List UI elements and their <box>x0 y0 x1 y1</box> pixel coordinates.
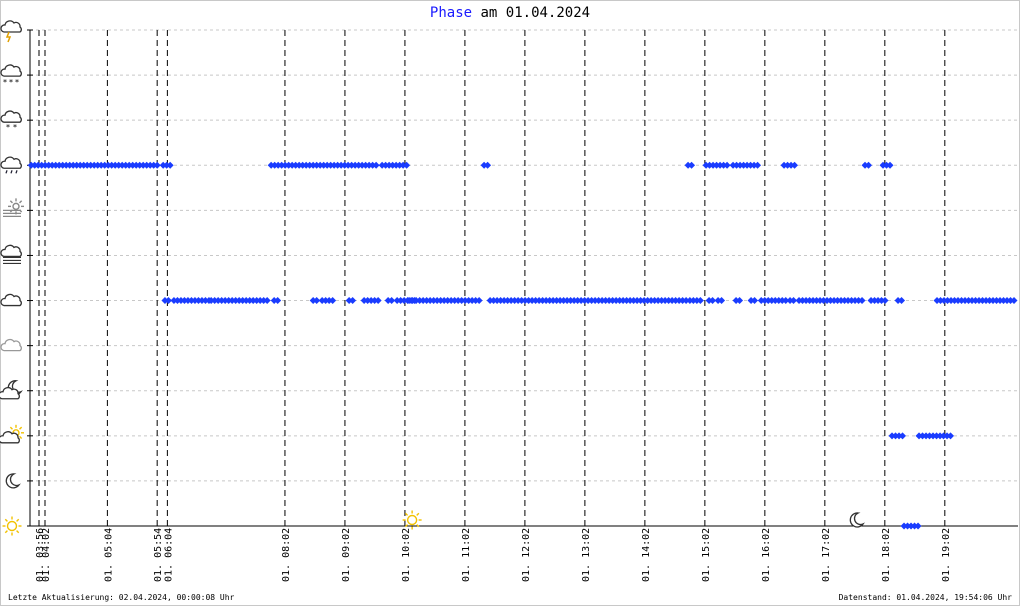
svg-text:*: * <box>13 123 17 132</box>
x-tick-label: 01. 18:02 <box>881 528 892 582</box>
y-axis-heavy-snow-cloud-icon: * * * <box>0 64 22 87</box>
x-tick-label: 01. 16:02 <box>761 528 772 582</box>
x-tick-label: 01. 08:02 <box>281 528 292 582</box>
data-point <box>274 297 282 305</box>
phase-icons-layer: * ** * * <box>0 20 865 536</box>
data-point <box>329 297 337 305</box>
data-point <box>696 297 704 305</box>
data-point <box>736 297 744 305</box>
data-point <box>723 161 731 169</box>
x-tick-label: 01. 19:02 <box>941 528 952 582</box>
data-point <box>751 297 759 305</box>
data-point <box>349 297 357 305</box>
data-point <box>313 297 321 305</box>
x-tick-label: 01. 17:02 <box>821 528 832 582</box>
data-point <box>1010 297 1018 305</box>
data-point <box>166 161 174 169</box>
markers-layer <box>27 161 1018 530</box>
data-point <box>122 161 130 169</box>
data-point <box>858 297 866 305</box>
x-tick-label: 01. 03:56 <box>35 528 46 582</box>
data-point <box>475 297 483 305</box>
data-point <box>886 161 894 169</box>
y-axis-sun-behind-cloud-icon <box>0 424 24 444</box>
data-point <box>263 297 271 305</box>
x-tick-label: 01. 06:04 <box>163 528 174 582</box>
data-point <box>791 161 799 169</box>
y-axis-thunderstorm-icon <box>0 20 22 43</box>
data-point <box>388 297 396 305</box>
data-point <box>718 297 726 305</box>
x-tick-label: 01. 15:02 <box>701 528 712 582</box>
data-point <box>374 297 382 305</box>
x-tick-label: 01. 14:02 <box>641 528 652 582</box>
data-point <box>403 161 411 169</box>
data-point <box>881 297 889 305</box>
data-state-text: Datenstand: 01.04.2024, 19:54:06 Uhr <box>838 593 1012 602</box>
data-point <box>754 161 762 169</box>
title-phase-word: Phase <box>429 5 473 21</box>
data-point <box>372 161 380 169</box>
svg-text:*: * <box>6 123 10 132</box>
x-tick-label: 01. 12:02 <box>521 528 532 582</box>
grid-layer <box>30 29 1018 482</box>
title-date: am 01.04.2024 <box>480 5 591 21</box>
y-axis-sun-fog-icon <box>3 198 24 217</box>
data-point <box>164 297 172 305</box>
x-tick-label: 01. 04:02 <box>41 528 52 582</box>
y-axis-snow-cloud-icon: * * <box>0 110 22 132</box>
svg-text:*: * <box>3 78 7 87</box>
y-axis-moon-behind-cloud-icon <box>0 380 23 400</box>
last-update-text: Letzte Aktualisierung: 02.04.2024, 00:00… <box>8 593 235 602</box>
data-point <box>898 297 906 305</box>
time-lines-layer <box>38 30 946 526</box>
data-point <box>865 161 873 169</box>
data-point <box>484 161 492 169</box>
data-point <box>782 297 790 305</box>
data-point <box>914 522 922 530</box>
x-tick-label: 01. 13:02 <box>581 528 592 582</box>
svg-text:*: * <box>9 78 13 87</box>
chart-title: Phase am 01.04.2024 <box>0 5 1020 21</box>
data-point <box>709 297 717 305</box>
x-tick-label: 01. 11:02 <box>461 528 472 582</box>
x-tick-label: 01. 10:02 <box>401 528 412 582</box>
x-tick-label: 01. 05:54 <box>153 528 164 582</box>
x-tick-label: 01. 09:02 <box>341 528 352 582</box>
y-axis-fog-icon <box>0 244 22 265</box>
chart-marker-moon-icon <box>849 512 865 528</box>
y-axis-cloud-icon <box>0 293 22 307</box>
data-point <box>688 161 696 169</box>
y-axis-moon-icon <box>5 473 21 489</box>
y-axis-cloud-gray-icon <box>0 338 22 352</box>
data-point <box>947 432 955 440</box>
chart-marker-sun-icon <box>402 510 422 530</box>
y-axis-sun-icon <box>2 516 22 536</box>
y-axis-rain-cloud-icon <box>0 156 22 174</box>
svg-text:*: * <box>15 78 19 87</box>
data-point <box>790 297 798 305</box>
axis-layer <box>27 29 1018 527</box>
data-point <box>153 161 161 169</box>
data-point <box>682 297 690 305</box>
data-point <box>899 432 907 440</box>
x-tick-label: 01. 05:04 <box>103 528 114 582</box>
